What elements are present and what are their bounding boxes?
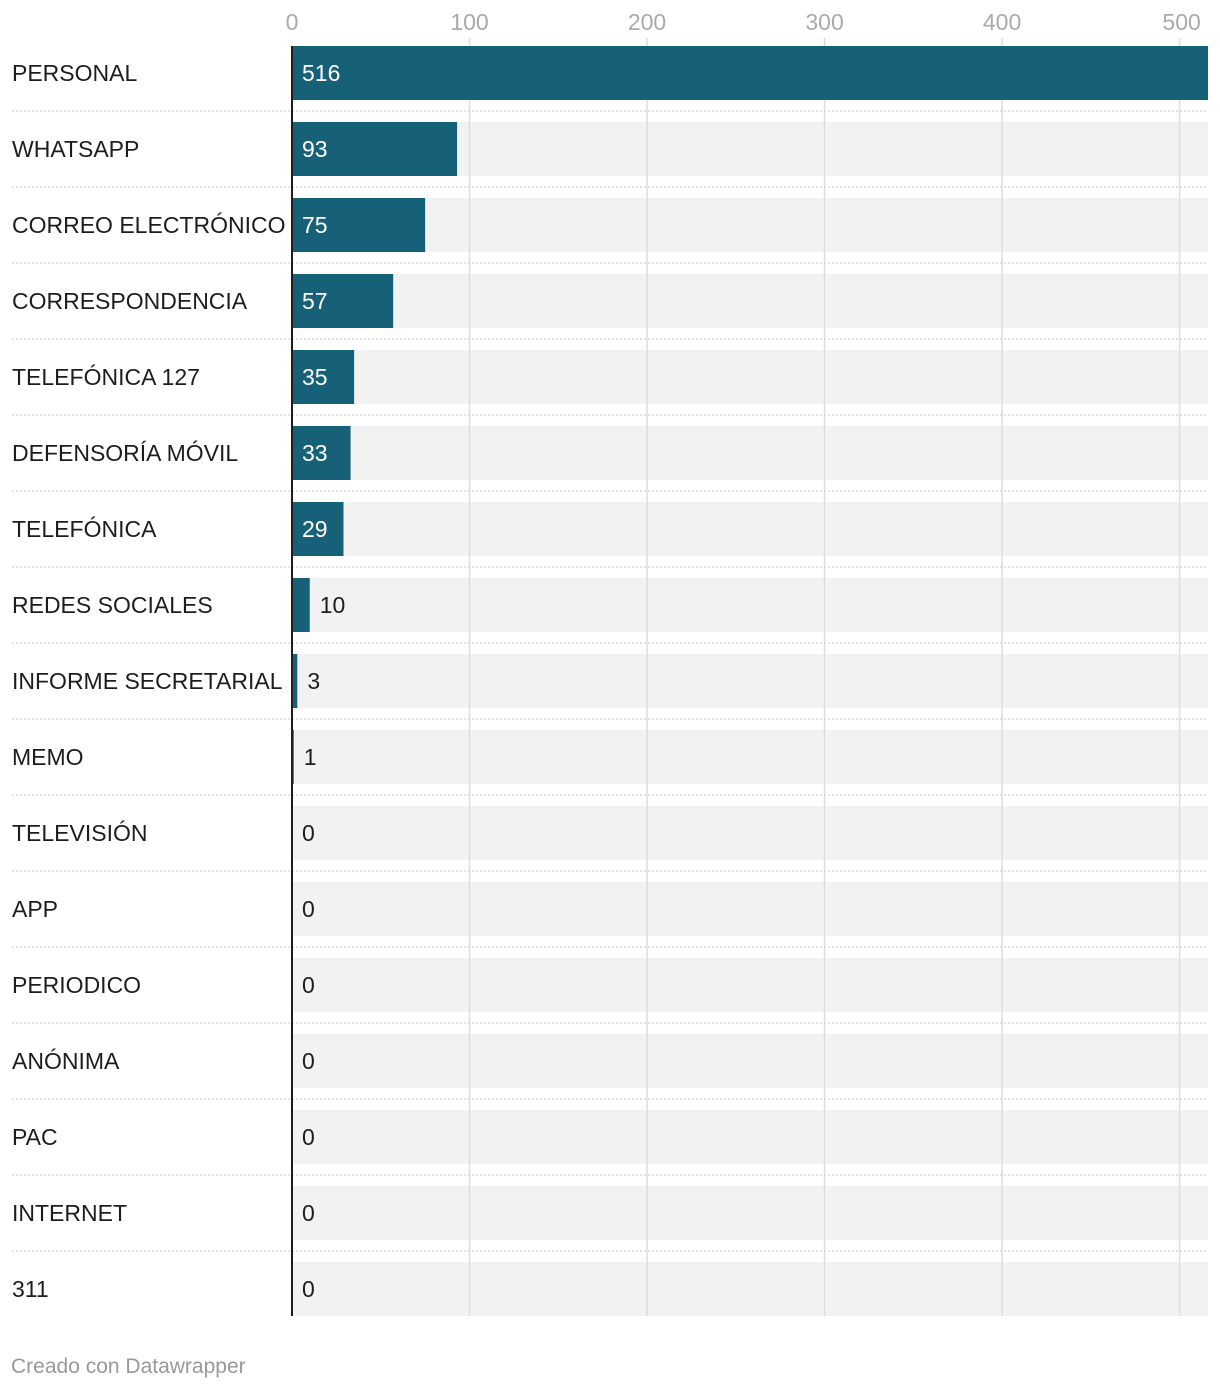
value-label: 29 xyxy=(302,516,328,542)
category-label: PERIODICO xyxy=(12,972,141,998)
bar-track xyxy=(292,1186,1208,1240)
category-labels: PERSONAL WHATSAPP CORREO ELECTRÓNICO CORRES… xyxy=(12,60,285,1302)
bar-track xyxy=(292,1110,1208,1164)
value-label: 33 xyxy=(302,440,328,466)
bar-track xyxy=(292,806,1208,860)
bar-track xyxy=(292,578,1208,632)
value-label: 0 xyxy=(302,972,315,998)
bar-track xyxy=(292,1262,1208,1316)
value-label: 57 xyxy=(302,288,328,314)
value-label: 0 xyxy=(302,1276,315,1302)
category-label: INFORME SECRETARIAL xyxy=(12,668,283,694)
value-label: 0 xyxy=(302,896,315,922)
value-label: 1 xyxy=(304,744,317,770)
bar xyxy=(292,274,394,328)
x-gridlines xyxy=(468,38,1181,1316)
category-label: CORRESPONDENCIA xyxy=(12,288,248,314)
category-label: 311 xyxy=(12,1276,49,1302)
x-tick-label: 100 xyxy=(450,9,488,35)
x-tick-label: 500 xyxy=(1162,9,1200,35)
value-label: 10 xyxy=(320,592,346,618)
bar xyxy=(292,350,355,404)
row-separators xyxy=(12,110,1208,1252)
value-label: 0 xyxy=(302,1048,315,1074)
category-label: ANÓNIMA xyxy=(12,1048,120,1074)
bar-track xyxy=(292,426,1208,480)
category-label: CORREO ELECTRÓNICO xyxy=(12,212,285,238)
category-label: MEMO xyxy=(12,744,84,770)
bar xyxy=(292,426,351,480)
category-label: TELEFÓNICA xyxy=(12,516,157,542)
x-tick-labels: 0 100 200 300 400 500 xyxy=(286,9,1201,35)
category-label: TELEFÓNICA 127 xyxy=(12,364,200,390)
bar xyxy=(292,502,344,556)
value-label: 0 xyxy=(302,1200,315,1226)
bar-track xyxy=(292,1034,1208,1088)
bar-track xyxy=(292,958,1208,1012)
bar-track xyxy=(292,350,1208,404)
category-label: PERSONAL xyxy=(12,60,137,86)
category-label: APP xyxy=(12,896,58,922)
bar xyxy=(292,578,310,632)
value-label: 93 xyxy=(302,136,328,162)
bar-track xyxy=(292,274,1208,328)
category-label: PAC xyxy=(12,1124,58,1150)
category-label: DEFENSORÍA MÓVIL xyxy=(12,440,238,466)
x-tick-label: 200 xyxy=(628,9,666,35)
category-label: REDES SOCIALES xyxy=(12,592,213,618)
category-label: WHATSAPP xyxy=(12,136,139,162)
bar-tracks xyxy=(292,46,1208,1316)
bar-track xyxy=(292,198,1208,252)
value-label: 0 xyxy=(302,1124,315,1150)
value-label: 35 xyxy=(302,364,328,390)
value-label: 516 xyxy=(302,60,340,86)
x-tick-label: 300 xyxy=(805,9,843,35)
bar xyxy=(292,654,298,708)
bar-track xyxy=(292,502,1208,556)
value-label: 0 xyxy=(302,820,315,846)
bar xyxy=(292,122,458,176)
category-label: TELEVISIÓN xyxy=(12,820,147,846)
value-label: 75 xyxy=(302,212,328,238)
bar xyxy=(292,198,426,252)
x-tick-label: 0 xyxy=(286,9,299,35)
x-tick-label: 400 xyxy=(983,9,1021,35)
bar-track xyxy=(292,730,1208,784)
bar-track xyxy=(292,882,1208,936)
bar xyxy=(292,46,1208,100)
bars xyxy=(292,46,1208,784)
category-label: INTERNET xyxy=(12,1200,127,1226)
chart-credit: Creado con Datawrapper xyxy=(11,1355,246,1378)
value-label: 3 xyxy=(307,668,320,694)
bar-track xyxy=(292,654,1208,708)
